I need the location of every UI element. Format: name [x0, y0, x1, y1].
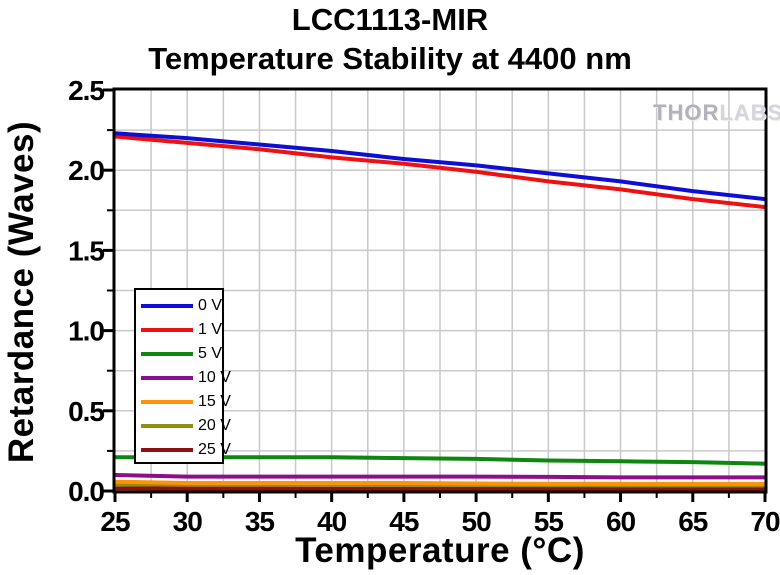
chart-title: LCC1113-MIR Temperature Stability at 440…: [0, 0, 780, 77]
legend-label: 0 V: [198, 297, 223, 314]
x-tick-label: 60: [606, 506, 636, 537]
legend-label: 25 V: [198, 441, 231, 458]
legend-label: 10 V: [198, 369, 231, 386]
x-tick-label: 25: [100, 506, 130, 537]
series-line-25v: [114, 486, 765, 492]
y-tick-label: 1.0: [68, 316, 104, 347]
chart-title-line1: LCC1113-MIR: [291, 2, 489, 37]
x-tick-label: 30: [173, 506, 203, 537]
watermark-labs-text: LABS: [719, 100, 780, 125]
y-tick-label: 0.5: [68, 396, 104, 427]
legend-item-0v: 0 V: [141, 294, 222, 318]
x-axis-title: Temperature (°C): [295, 531, 585, 570]
legend-line-swatch: [141, 400, 193, 404]
x-tick-label: 50: [462, 506, 492, 537]
x-tick-label: 45: [389, 506, 419, 537]
x-tick-label: 55: [534, 506, 564, 537]
chart-title-line2: Temperature Stability at 4400 nm: [148, 41, 632, 76]
y-tick-label: 0.0: [68, 476, 104, 507]
axis-tick-labels: 25 30 35 40 45 50 55 60 65 70 0.0 0.5 1.0 1.5 2.0 2.5: [68, 75, 780, 537]
legend-label: 1 V: [198, 321, 223, 338]
x-tick-label: 40: [317, 506, 347, 537]
watermark-thor-text: THOR: [653, 100, 720, 125]
legend-item-25v: 25 V: [141, 438, 231, 462]
y-tick-label: 2.5: [68, 75, 104, 106]
series-line-10v: [114, 473, 765, 480]
legend-item-20v: 20 V: [141, 414, 231, 438]
series-line-1v: [114, 134, 766, 210]
legend-item-15v: 15 V: [141, 390, 231, 414]
legend-item-5v: 5 V: [141, 342, 222, 366]
y-tick-label: 1.5: [68, 235, 104, 266]
legend-line-swatch: [141, 328, 193, 332]
x-tick-label: 70: [750, 506, 780, 537]
legend: 0 V 1 V 5 V 10 V 15 V 20 V 25 V: [134, 288, 231, 464]
legend-item-1v: 1 V: [141, 318, 222, 342]
legend-label: 15 V: [198, 393, 231, 410]
x-tick-label: 35: [245, 506, 275, 537]
data-series-lines: [114, 131, 766, 492]
y-axis-title: Retardance (Waves): [2, 120, 41, 464]
legend-line-swatch: [141, 304, 193, 308]
legend-line-swatch: [141, 376, 193, 380]
legend-line-swatch: [141, 448, 193, 452]
x-tick-label: 65: [678, 506, 708, 537]
series-line-15v: [114, 479, 765, 486]
thorlabs-watermark: THORLABS: [653, 100, 780, 126]
legend-label: 5 V: [198, 345, 223, 362]
axis-ticks: [103, 88, 767, 502]
series-line-0v: [114, 131, 766, 202]
y-tick-label: 2.0: [68, 155, 104, 186]
legend-item-10v: 10 V: [141, 366, 231, 390]
legend-line-swatch: [141, 352, 193, 356]
legend-line-swatch: [141, 424, 193, 428]
legend-label: 20 V: [198, 417, 231, 434]
plot-frame: [112, 87, 768, 494]
